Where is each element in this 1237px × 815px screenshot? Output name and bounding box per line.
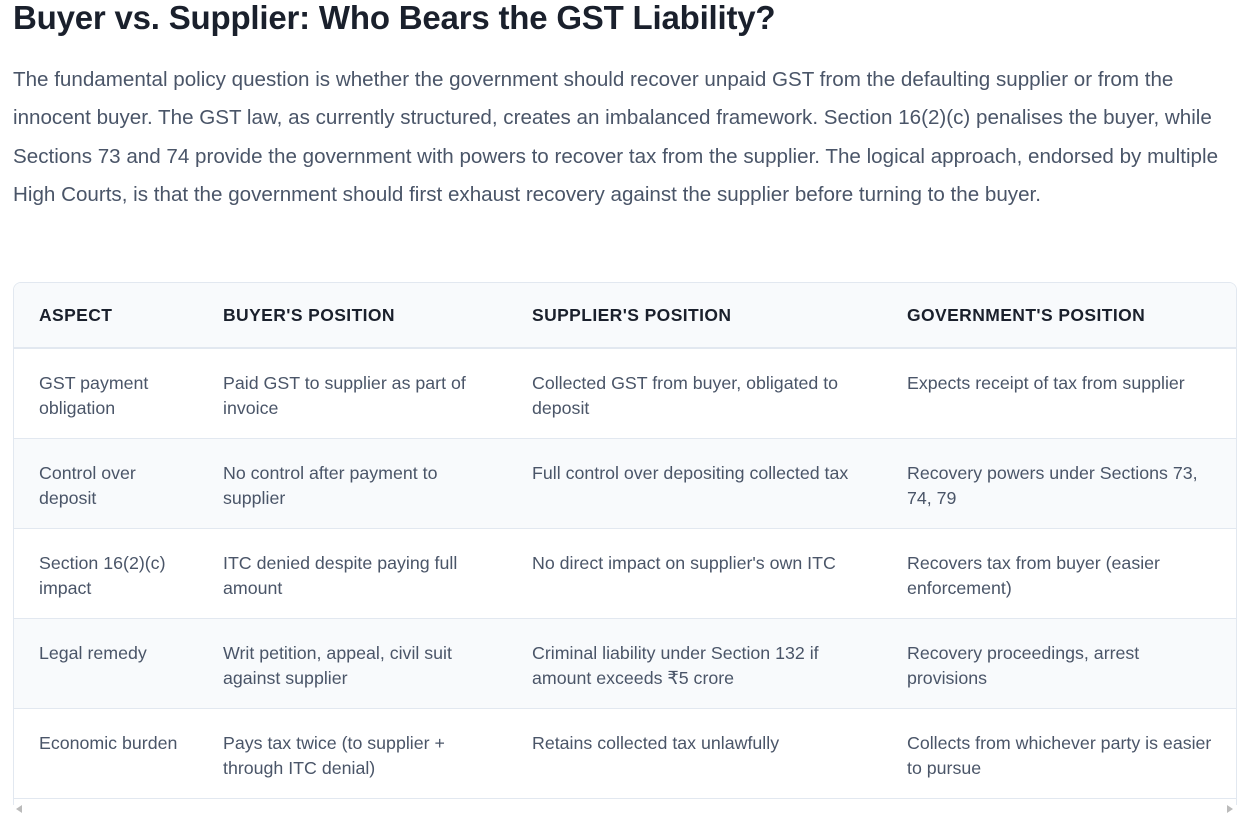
- table-cell: Control over deposit: [14, 438, 198, 529]
- table-cell: Pays tax twice (to supplier + through IT…: [198, 708, 507, 799]
- column-header: SUPPLIER'S POSITION: [507, 283, 882, 349]
- table-cell: No direct impact on supplier's own ITC: [507, 528, 882, 619]
- scroll-left[interactable]: [16, 805, 22, 813]
- table-cell: ITC denied despite paying full amount: [198, 528, 507, 619]
- table-cell: Collects from whichever party is easier …: [882, 708, 1236, 799]
- page-title: Buyer vs. Supplier: Who Bears the GST Li…: [13, 0, 776, 36]
- table-cell: Criminal liability under Section 132 if …: [507, 618, 882, 709]
- table-row: Section 16(2)(c) impact ITC denied despit…: [14, 528, 1236, 619]
- intro-paragraph: The fundamental policy question is wheth…: [13, 68, 1219, 207]
- table-cell: Recovers tax from buyer (easier enforcem…: [882, 528, 1236, 619]
- table-cell: Full control over depositing collected t…: [507, 438, 882, 529]
- table-cell: Economic burden: [14, 708, 198, 799]
- table-row: Control over deposit No control after pay…: [14, 438, 1236, 529]
- table-cell: Expects receipt of tax from supplier: [882, 348, 1236, 439]
- table-row: GST payment obligation Paid GST to suppli…: [14, 348, 1236, 439]
- table-cell: Retains collected tax unlawfully: [507, 708, 882, 799]
- comparison-table: ASPECT BUYER'S POSITION SUPPLIER'S POSITIO…: [14, 283, 1236, 799]
- scroll-right[interactable]: [1227, 805, 1233, 813]
- table-cell: Recovery powers under Sections 73, 74, 7…: [882, 438, 1236, 529]
- table-body: GST payment obligation Paid GST to suppli…: [14, 348, 1236, 799]
- table-cell: Paid GST to supplier as part of invoice: [198, 348, 507, 439]
- header-row: ASPECT BUYER'S POSITION SUPPLIER'S POSITIO…: [14, 283, 1236, 349]
- table-cell: No control after payment to supplier: [198, 438, 507, 529]
- table-head: ASPECT BUYER'S POSITION SUPPLIER'S POSITIO…: [14, 283, 1236, 349]
- table-cell: Collected GST from buyer, obligated to d…: [507, 348, 882, 439]
- column-header: ASPECT: [14, 283, 198, 349]
- table-cell: Section 16(2)(c) impact: [14, 528, 198, 619]
- table-cell: Recovery proceedings, arrest provisions: [882, 618, 1236, 709]
- column-header: GOVERNMENT'S POSITION: [882, 283, 1236, 349]
- table-cell: Legal remedy: [14, 618, 198, 709]
- table-cell: Writ petition, appeal, civil suit agains…: [198, 618, 507, 709]
- table-row: Legal remedy Writ petition, appeal, civil…: [14, 618, 1236, 709]
- table-container: ASPECT BUYER'S POSITION SUPPLIER'S POSITIO…: [13, 282, 1237, 805]
- table-row: Economic burden Pays tax twice (to suppli…: [14, 708, 1236, 799]
- column-header: BUYER'S POSITION: [198, 283, 507, 349]
- table-cell: GST payment obligation: [14, 348, 198, 439]
